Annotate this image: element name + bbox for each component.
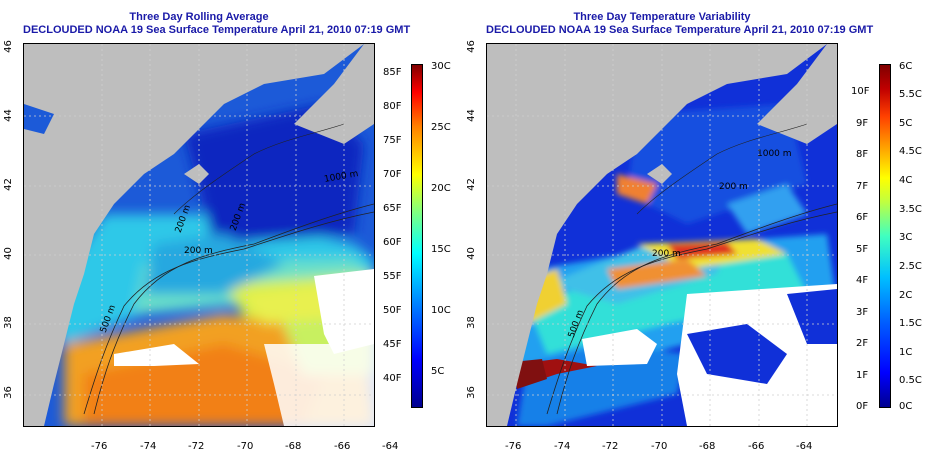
- cb-f-tick: 70F: [383, 169, 402, 180]
- cb-c-tick: 1C: [899, 347, 913, 358]
- cb-f-tick: 10F: [851, 86, 870, 97]
- lat-tick: 36: [465, 386, 477, 399]
- cb-f-tick: 55F: [383, 271, 402, 282]
- lat-tick: 44: [2, 109, 14, 122]
- cb-c-tick: 0.5C: [899, 375, 922, 386]
- lat-tick: 46: [2, 40, 14, 53]
- cb-f-tick: 8F: [856, 149, 869, 160]
- cb-c-tick: 4.5C: [899, 146, 922, 157]
- cb-c-tick: 0C: [899, 401, 913, 412]
- lon-tick: -74: [554, 441, 571, 452]
- cb-c-tick: 25C: [431, 122, 451, 133]
- lon-tick: -64: [382, 441, 399, 452]
- left-panel-title-2: DECLOUDED NOAA 19 Sea Surface Temperatur…: [23, 24, 411, 36]
- lat-tick: 42: [2, 178, 14, 191]
- left-sst-map[interactable]: 1000 m 200 m 200 m 200 m 500 m: [23, 43, 375, 427]
- lon-tick: -66: [334, 441, 351, 452]
- right-variability-map[interactable]: 1000 m 200 m 200 m 500 m: [486, 43, 838, 427]
- cb-f-tick: 5F: [856, 244, 869, 255]
- cb-c-tick: 6C: [899, 61, 913, 72]
- cb-f-tick: 45F: [383, 339, 402, 350]
- lon-tick: -64: [796, 441, 813, 452]
- contour-label-1000m: 1000 m: [757, 149, 792, 159]
- cb-c-tick: 20C: [431, 183, 451, 194]
- lat-tick: 46: [465, 40, 477, 53]
- lon-tick: -72: [602, 441, 619, 452]
- cb-c-tick: 2.5C: [899, 261, 922, 272]
- cb-f-tick: 0F: [856, 401, 869, 412]
- contour-label-200m: 200 m: [184, 246, 213, 256]
- cb-c-tick: 30C: [431, 61, 451, 72]
- lat-tick: 44: [465, 109, 477, 122]
- cb-c-tick: 3C: [899, 232, 913, 243]
- right-colorbar: [879, 64, 891, 408]
- contour-label-200m: 200 m: [719, 182, 748, 192]
- cb-c-tick: 1.5C: [899, 318, 922, 329]
- cb-c-tick: 10C: [431, 305, 451, 316]
- cb-c-tick: 3.5C: [899, 204, 922, 215]
- cb-f-tick: 9F: [856, 118, 869, 129]
- lon-tick: -70: [651, 441, 668, 452]
- lon-tick: -74: [140, 441, 157, 452]
- lat-tick: 40: [465, 247, 477, 260]
- cb-f-tick: 65F: [383, 203, 402, 214]
- lon-tick: -70: [237, 441, 254, 452]
- cb-f-tick: 4F: [856, 275, 869, 286]
- cb-f-tick: 50F: [383, 305, 402, 316]
- cb-c-tick: 5C: [899, 118, 913, 129]
- lat-tick: 38: [465, 316, 477, 329]
- lat-tick: 40: [2, 247, 14, 260]
- cb-f-tick: 85F: [383, 67, 402, 78]
- lon-tick: -76: [91, 441, 108, 452]
- contour-label-200m-b: 200 m: [652, 249, 681, 259]
- cb-f-tick: 6F: [856, 212, 869, 223]
- cb-c-tick: 5C: [431, 366, 445, 377]
- cb-c-tick: 4C: [899, 175, 913, 186]
- right-panel-title-2: DECLOUDED NOAA 19 Sea Surface Temperatur…: [486, 24, 874, 36]
- left-panel-title-1: Three Day Rolling Average: [129, 11, 269, 23]
- cb-f-tick: 3F: [856, 307, 869, 318]
- lon-tick: -72: [188, 441, 205, 452]
- cb-f-tick: 80F: [383, 101, 402, 112]
- cb-c-tick: 2C: [899, 290, 913, 301]
- lat-tick: 38: [2, 316, 14, 329]
- cb-f-tick: 1F: [856, 370, 869, 381]
- right-panel-title-1: Three Day Temperature Variability: [573, 11, 751, 23]
- cb-c-tick: 5.5C: [899, 89, 922, 100]
- lat-tick: 36: [2, 386, 14, 399]
- cb-f-tick: 7F: [856, 181, 869, 192]
- cb-f-tick: 2F: [856, 338, 869, 349]
- cb-f-tick: 75F: [383, 135, 402, 146]
- lon-tick: -76: [505, 441, 522, 452]
- left-colorbar: [411, 64, 423, 408]
- cb-f-tick: 60F: [383, 237, 402, 248]
- cb-f-tick: 40F: [383, 373, 402, 384]
- lon-tick: -66: [748, 441, 765, 452]
- lon-tick: -68: [699, 441, 716, 452]
- lon-tick: -68: [285, 441, 302, 452]
- lat-tick: 42: [465, 178, 477, 191]
- cb-c-tick: 15C: [431, 244, 451, 255]
